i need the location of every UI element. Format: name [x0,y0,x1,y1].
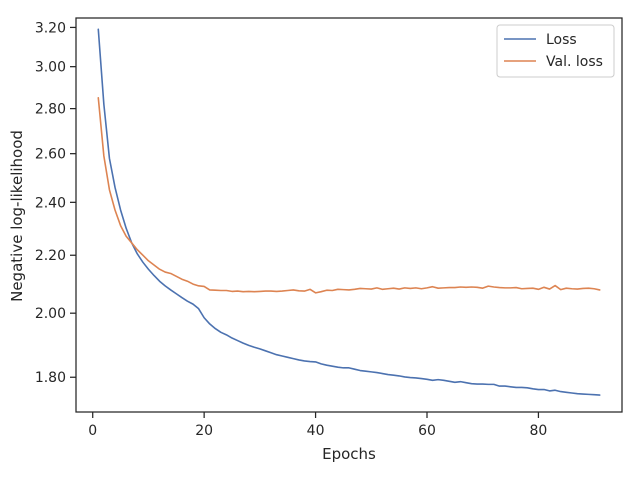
x-tick-label: 0 [88,423,97,439]
legend-label-val-loss: Val. loss [546,54,603,70]
plot-lines [97,28,601,396]
y-tick-label: 2.80 [35,102,66,118]
x-tick-label: 40 [307,423,325,439]
y-axis-label: Negative log-likelihood [8,130,26,302]
axis-ticks: 0 20 40 60 80 1.80 2.00 2.20 2.40 2.60 2.80 3.00 3.2… [35,20,548,439]
y-tick-label: 2.00 [35,306,66,322]
x-tick-label: 20 [195,423,213,439]
legend: Loss Val. loss [496,24,615,78]
x-tick-label: 80 [530,423,548,439]
y-tick-label: 2.20 [35,248,66,264]
y-tick-label: 3.00 [35,60,66,76]
x-axis-label: Epochs [322,445,376,463]
y-tick-label: 1.80 [35,370,66,386]
y-tick-label: 3.20 [35,20,66,36]
y-tick-label: 2.40 [35,195,66,211]
y-tick-label: 2.60 [35,147,66,163]
plot-frame [75,17,623,413]
legend-label-loss: Loss [546,32,577,48]
series-line-val-loss [97,97,601,294]
legend-box [496,24,615,78]
series-line-loss [97,28,601,396]
x-tick-label: 60 [418,423,436,439]
